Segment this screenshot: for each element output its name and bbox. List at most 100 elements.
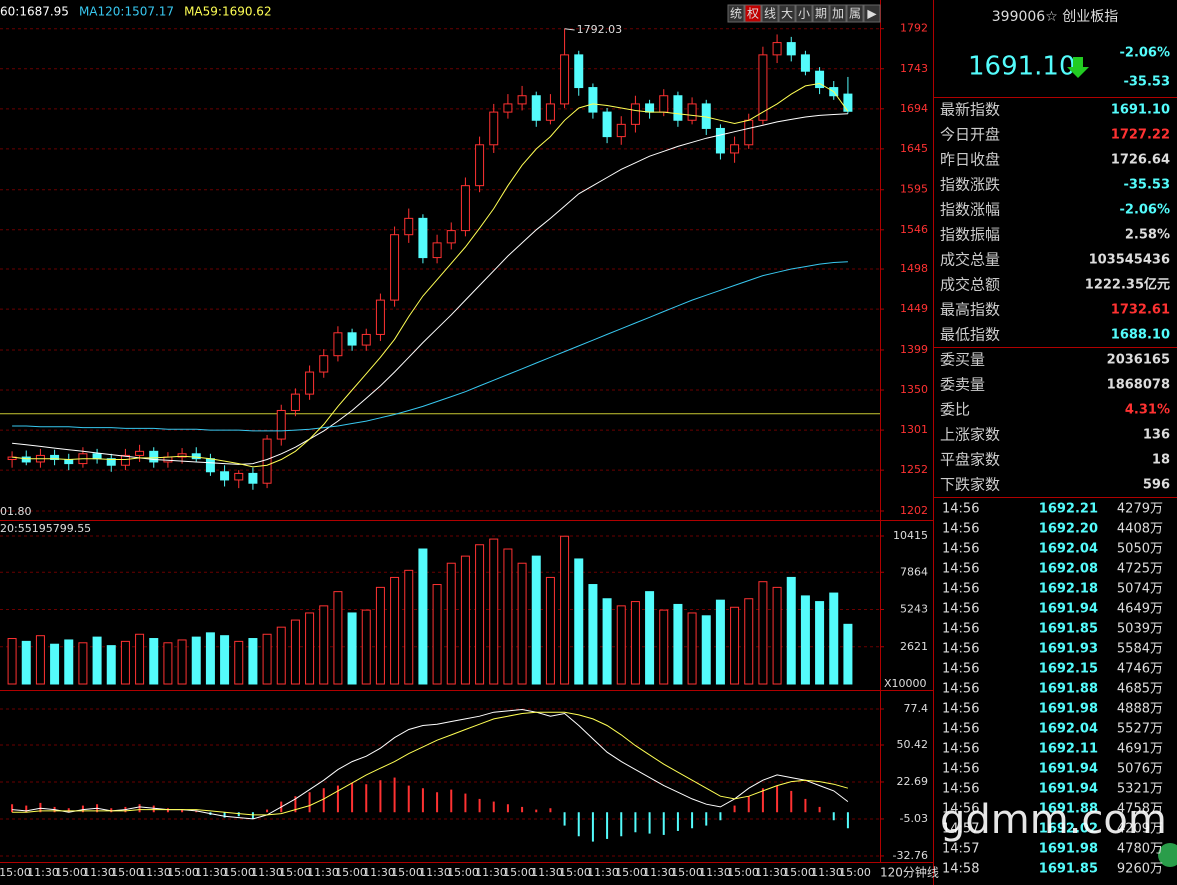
tick-time: 14:56 (942, 502, 979, 517)
tick-price: 1691.94 (1039, 782, 1098, 797)
candle-body (489, 111, 499, 146)
candle-body (92, 453, 102, 460)
volume-bar (375, 586, 385, 685)
toolbar-button[interactable] (761, 4, 779, 23)
candle-body (503, 103, 513, 113)
toolbar-label[interactable]: 小 (798, 7, 810, 21)
y-tick-label: 1595 (900, 183, 928, 196)
tick-price: 1691.85 (1039, 862, 1098, 877)
tick-time: 14:56 (942, 802, 979, 817)
x-tick-label: 15:00 (0, 866, 31, 879)
legend-entry: MA59:1690.62 (184, 5, 272, 19)
candle-body (21, 456, 31, 463)
toolbar-label[interactable]: 加 (832, 7, 844, 21)
candle-body (687, 103, 697, 121)
x-tick-label: 11:30 (475, 866, 507, 879)
tick-price: 1692.18 (1039, 582, 1098, 597)
quote-value: 1222.35亿元 (1085, 277, 1170, 293)
x-tick-label: 11:30 (531, 866, 563, 879)
legend-entry: MA120:1507.17 (79, 5, 174, 19)
quote-value: 2.58% (1125, 228, 1170, 243)
x-tick-label: 11:30 (643, 866, 675, 879)
toolbar-label[interactable]: ▶ (867, 7, 877, 21)
tick-volume: 9260万 (1117, 862, 1163, 877)
toolbar-button[interactable] (863, 4, 881, 23)
unit-label: X10000 (884, 677, 927, 690)
indicator-line (12, 261, 848, 432)
period-label: 120分钟线 (880, 865, 939, 880)
toolbar-button[interactable] (829, 4, 847, 23)
y-tick-label: 1792 (900, 22, 928, 35)
x-tick-label: 15:00 (391, 866, 423, 879)
candle-body (234, 472, 244, 481)
quote-value: 596 (1143, 478, 1170, 493)
tick-price: 1691.94 (1039, 762, 1098, 777)
toolbar-label[interactable]: 权 (747, 7, 759, 21)
tick-time: 14:56 (942, 622, 979, 637)
volume-bar (545, 576, 555, 685)
tick-volume: 4685万 (1117, 682, 1163, 697)
tick-time: 14:58 (942, 862, 979, 877)
quote-label: 最低指数 (940, 326, 1000, 344)
candle-body (772, 42, 782, 56)
y-tick-label: 1498 (900, 262, 928, 275)
candle-body (333, 332, 343, 357)
candle-body (276, 409, 286, 440)
toolbar-button[interactable] (744, 4, 762, 23)
toolbar-button[interactable] (778, 4, 796, 23)
candle-body (616, 123, 626, 138)
candle-body (177, 453, 187, 458)
quote-price: 1691.10 (968, 52, 1076, 82)
candle-body (149, 450, 159, 463)
x-tick-label: 11:30 (363, 866, 395, 879)
toolbar-button[interactable] (846, 4, 864, 23)
candle-body (815, 70, 825, 89)
quote-value: 136 (1143, 428, 1170, 443)
candle-body (290, 393, 300, 411)
toolbar-button[interactable] (795, 4, 813, 23)
tick-time: 14:56 (942, 762, 979, 777)
candle-body (347, 332, 357, 346)
candle-body (730, 144, 740, 154)
toolbar-label[interactable]: 大 (781, 7, 793, 21)
y-tick-label: 22.69 (897, 775, 929, 788)
x-tick-label: 11:30 (419, 866, 451, 879)
candle-body (361, 333, 371, 346)
volume-bar (7, 638, 17, 685)
candle-body (630, 103, 640, 125)
volume-bar (630, 601, 640, 685)
candle-body (191, 453, 201, 460)
candle-body (262, 438, 272, 484)
volume-bar (21, 640, 31, 685)
tick-volume: 5527万 (1117, 722, 1163, 737)
toolbar-button[interactable] (727, 4, 745, 23)
volume-bar (149, 638, 159, 685)
toolbar-label[interactable]: 属 (849, 7, 861, 21)
tick-price: 1692.15 (1039, 662, 1098, 677)
volume-bar (234, 640, 244, 685)
x-tick-label: 15:00 (727, 866, 759, 879)
volume-bar (446, 562, 456, 685)
tick-time: 14:56 (942, 582, 979, 597)
volume-bar (64, 639, 74, 685)
candle-body (106, 458, 116, 466)
toolbar-button[interactable] (812, 4, 830, 23)
volume-bar (106, 645, 116, 685)
candle-body (7, 456, 17, 461)
tick-price: 1691.94 (1039, 602, 1098, 617)
volume-bar (744, 598, 754, 685)
x-tick-label: 15:00 (559, 866, 591, 879)
tick-volume: 4649万 (1117, 602, 1163, 617)
toolbar-label[interactable]: 统 (730, 7, 742, 21)
toolbar-label[interactable]: 期 (815, 7, 827, 21)
volume-bar (361, 609, 371, 685)
x-tick-label: 15:00 (111, 866, 143, 879)
candle-body (715, 127, 725, 154)
quote-change-pct: -2.06% (1120, 46, 1171, 61)
tick-volume: 5039万 (1117, 622, 1163, 637)
quote-label: 指数涨幅 (940, 201, 1000, 219)
quote-value: 1727.22 (1111, 128, 1170, 143)
toolbar-label[interactable]: 线 (764, 7, 776, 21)
quote-label: 上涨家数 (940, 426, 1000, 444)
